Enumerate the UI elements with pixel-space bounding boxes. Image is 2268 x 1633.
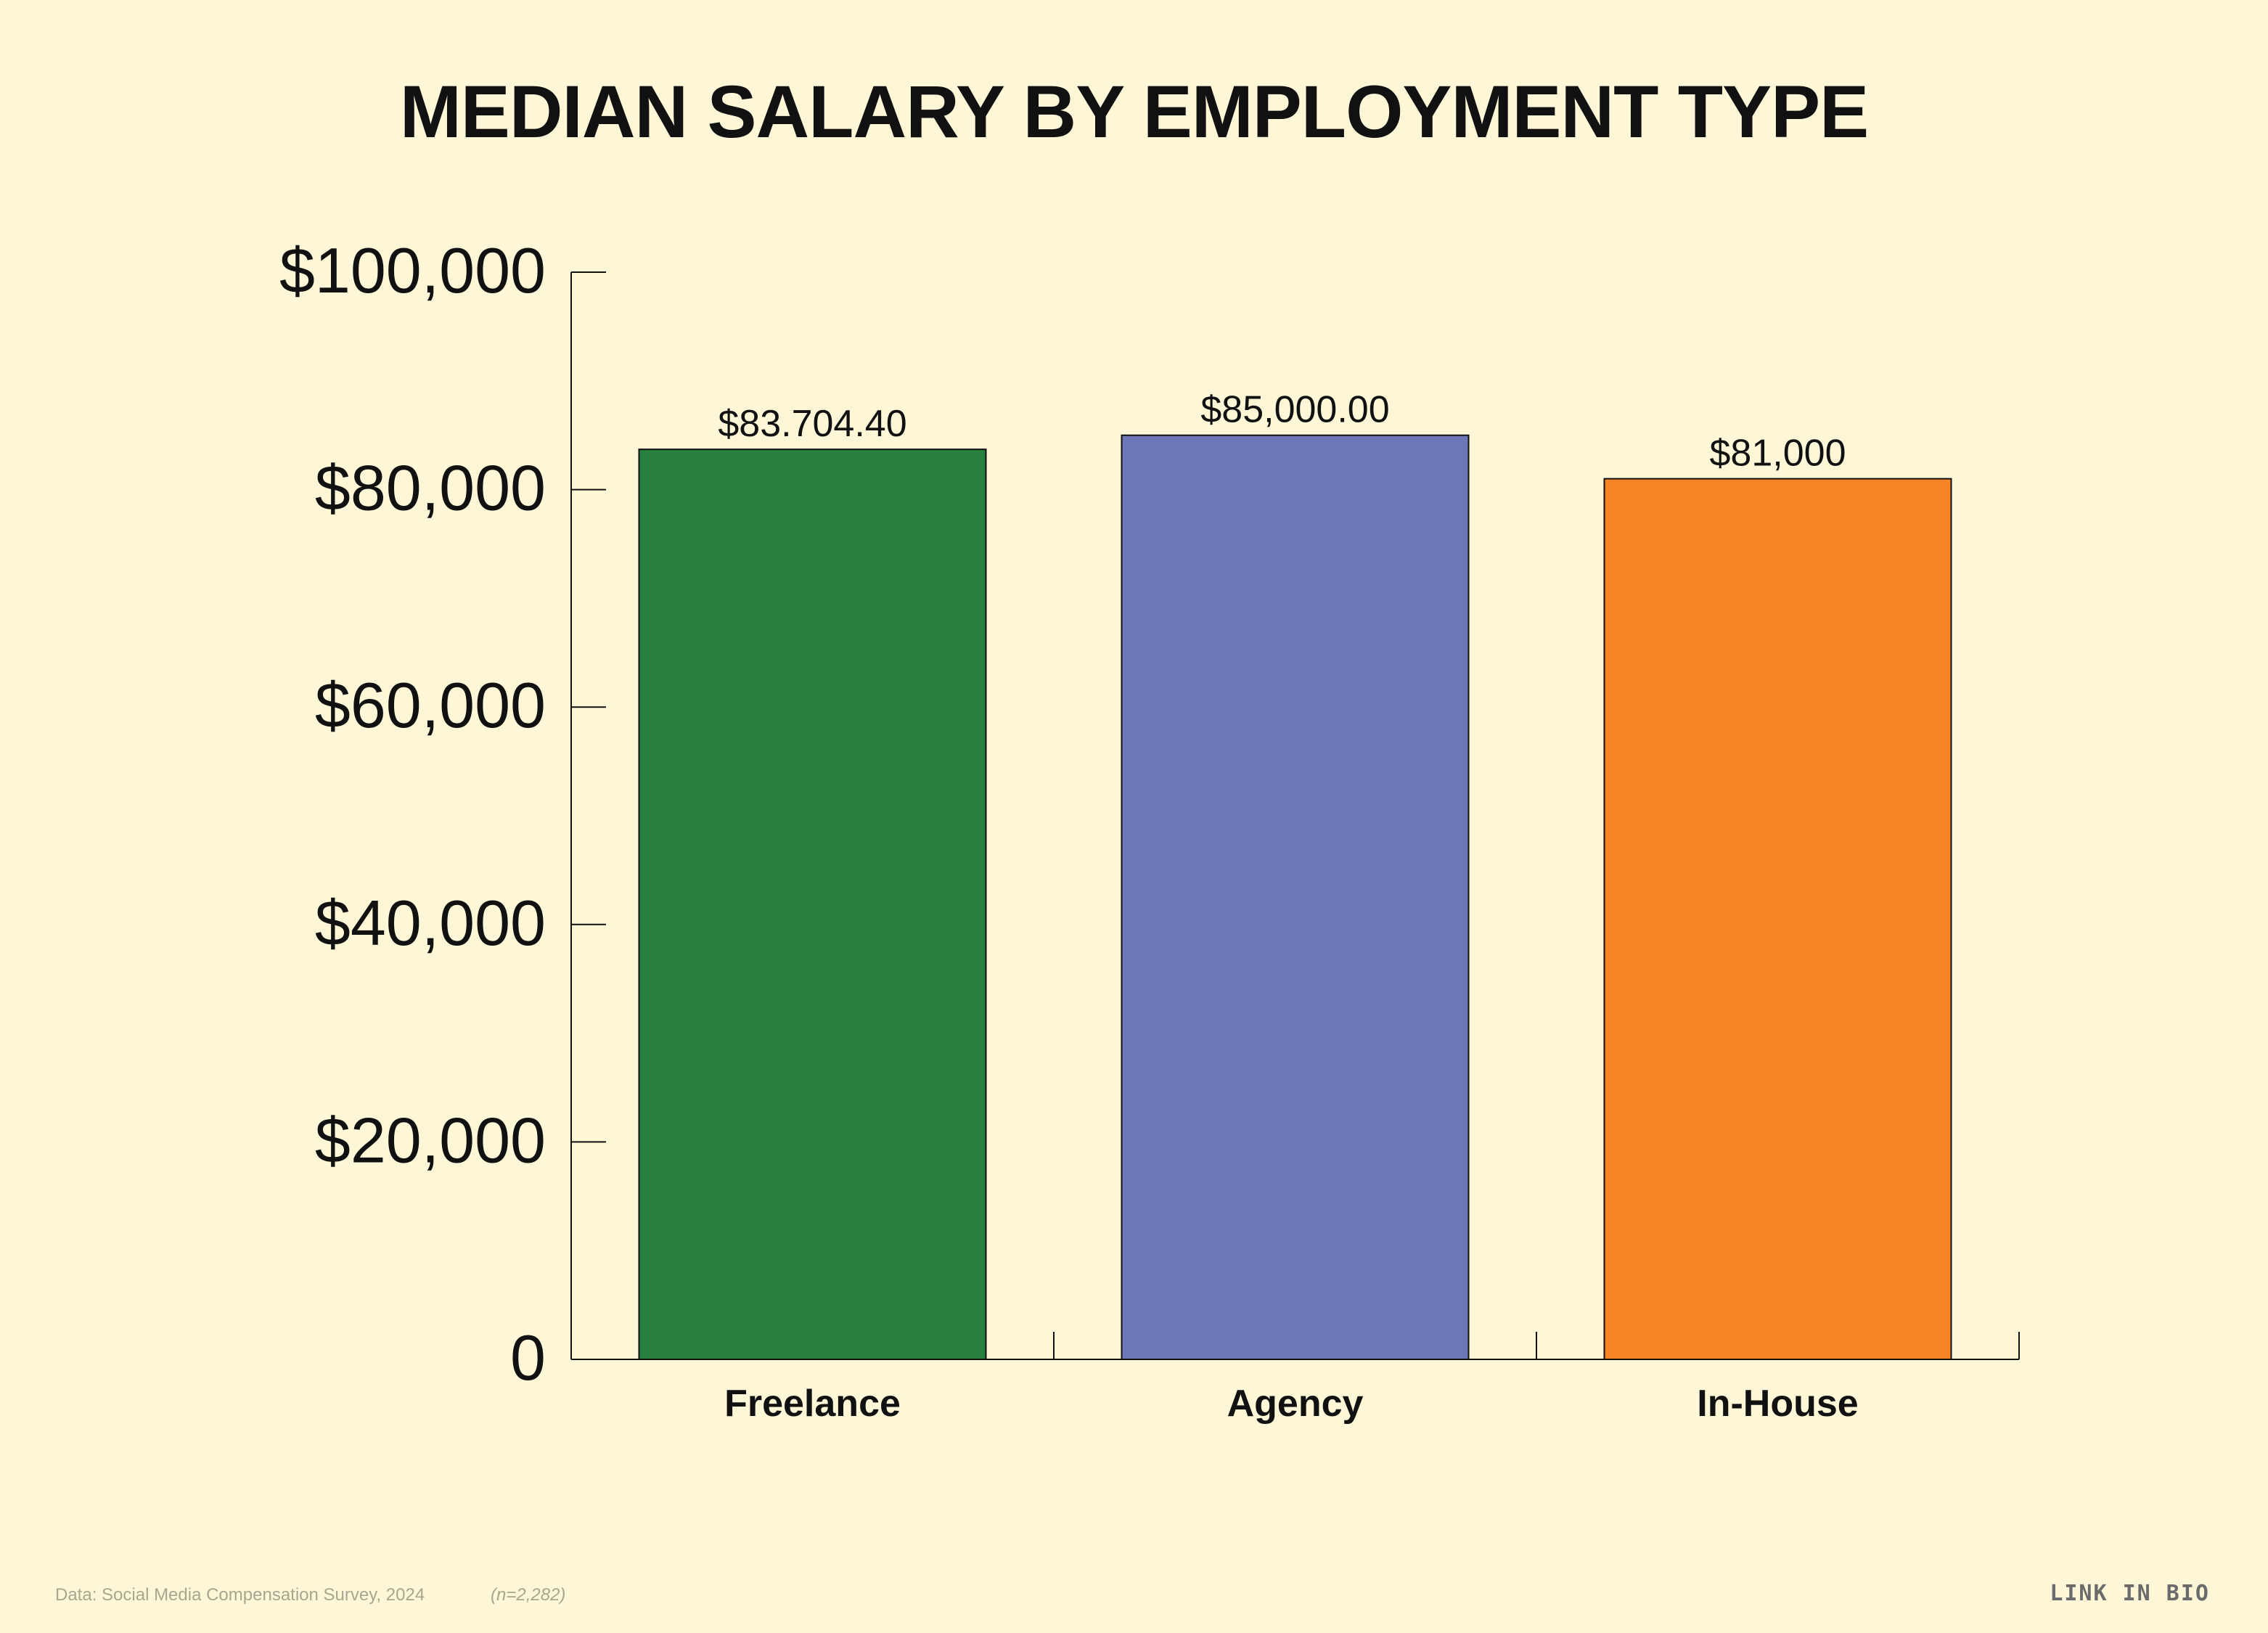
chart-title: MEDIAN SALARY BY EMPLOYMENT TYPE: [399, 70, 1869, 153]
category-label: Freelance: [724, 1383, 901, 1425]
data-label: $85,000.00: [1200, 389, 1389, 431]
y-tick-label: $20,000: [315, 1104, 546, 1176]
y-tick-label: $80,000: [315, 452, 546, 524]
y-tick-label: $60,000: [315, 669, 546, 741]
bar: [1121, 434, 1470, 1361]
data-source-note: Data: Social Media Compensation Survey, …: [55, 1585, 425, 1605]
category-label: Agency: [1227, 1383, 1364, 1425]
sample-size-note: (n=2,282): [491, 1585, 566, 1605]
brand-logo: LINK IN BIO: [2050, 1581, 2210, 1606]
y-tick-label: 0: [510, 1322, 546, 1393]
y-tick-label: $40,000: [315, 887, 546, 959]
category-label: In-House: [1697, 1383, 1858, 1425]
bar: [1603, 478, 1952, 1360]
data-label: $83.704.40: [718, 403, 906, 445]
bar: [638, 449, 987, 1361]
y-tick-label: $100,000: [279, 234, 546, 306]
data-label: $81,000: [1710, 433, 1846, 475]
